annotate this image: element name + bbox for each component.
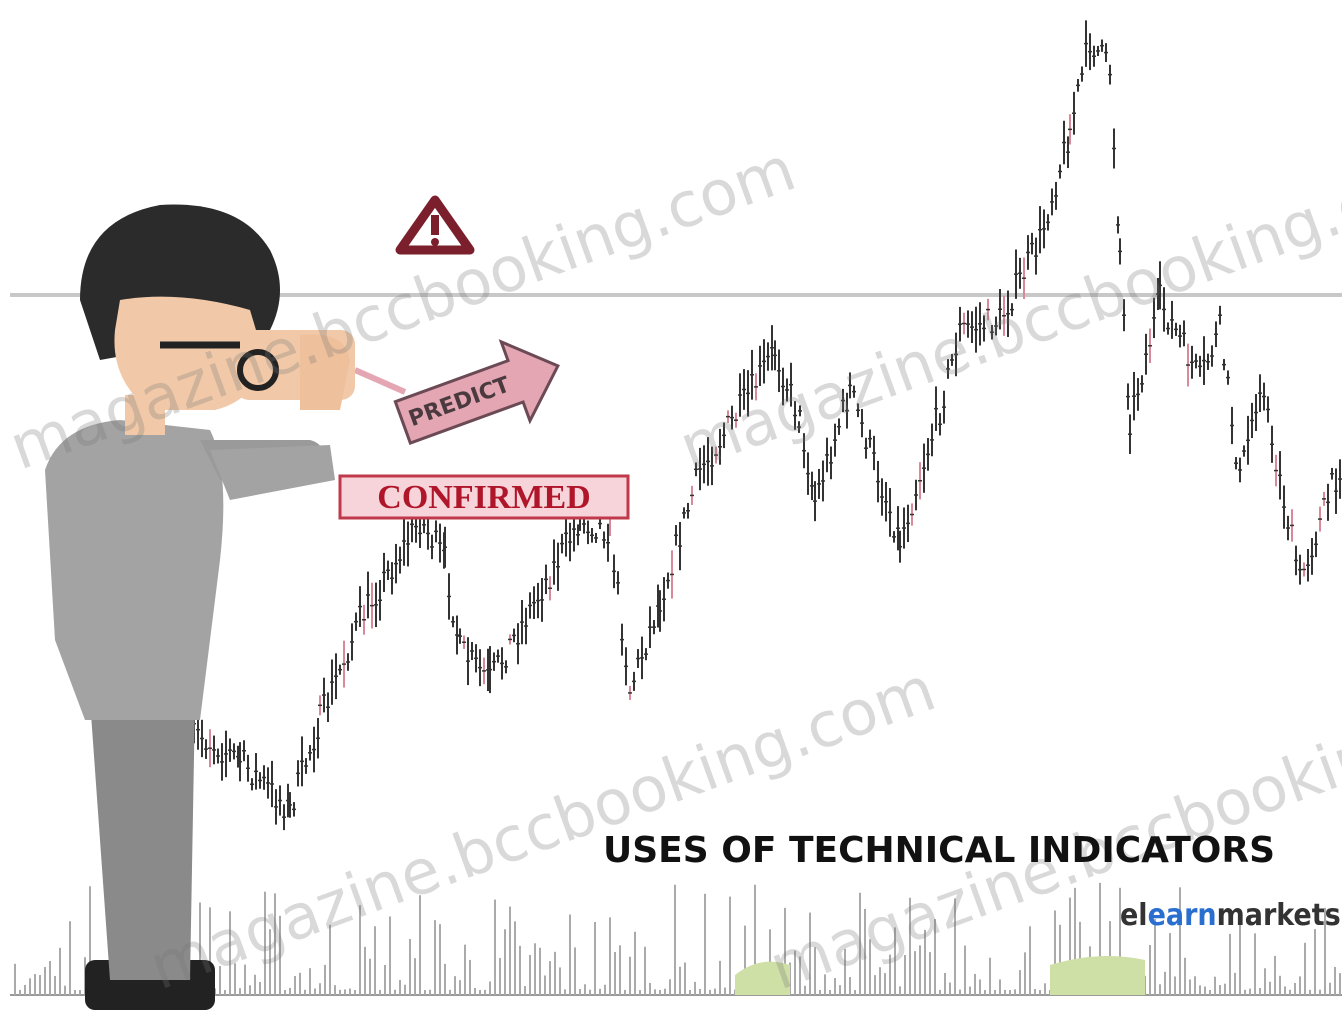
warning-icon xyxy=(395,195,475,255)
price-candles xyxy=(188,20,1342,831)
confirmed-box: CONFIRMED xyxy=(338,474,630,520)
gaze-line xyxy=(353,367,407,395)
volume-highlight xyxy=(1050,956,1145,995)
volume-highlight xyxy=(735,961,790,995)
title: USES OF TECHNICAL INDICATORS xyxy=(603,830,1275,871)
brand-suffix: markets xyxy=(1217,898,1341,933)
brand: elearnmarkets xyxy=(1120,898,1341,933)
person xyxy=(45,204,355,1010)
brand-highlight: earn xyxy=(1148,898,1217,933)
brand-prefix: el xyxy=(1120,898,1148,933)
confirmed-label: CONFIRMED xyxy=(377,479,590,516)
